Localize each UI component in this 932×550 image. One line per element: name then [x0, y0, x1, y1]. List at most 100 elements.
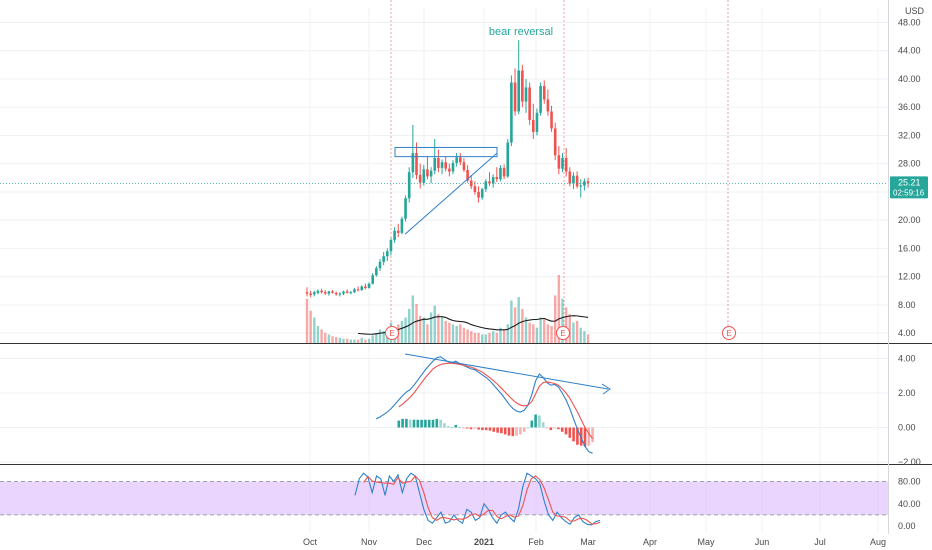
candle-body[interactable]: [418, 174, 422, 183]
macd-pane[interactable]: [375, 353, 611, 454]
candle-body[interactable]: [539, 86, 542, 113]
candle-body[interactable]: [426, 169, 429, 177]
candle-body[interactable]: [323, 292, 327, 294]
candle-body[interactable]: [364, 286, 367, 288]
candle-body[interactable]: [356, 289, 360, 291]
candle-body[interactable]: [393, 230, 396, 240]
macd-histogram-bar: [591, 427, 594, 443]
candle-body[interactable]: [422, 169, 426, 183]
candle-body[interactable]: [389, 239, 393, 252]
stoch-tick-label: 0.00: [898, 521, 916, 531]
earnings-event-icon[interactable]: [556, 326, 570, 340]
candle-body[interactable]: [433, 158, 437, 171]
candle-body[interactable]: [488, 181, 491, 184]
candle-body[interactable]: [309, 293, 312, 296]
candle-body[interactable]: [502, 167, 506, 177]
candle-body[interactable]: [524, 87, 528, 102]
candle-body[interactable]: [440, 162, 444, 168]
candle-body[interactable]: [564, 158, 568, 172]
candle-body[interactable]: [550, 111, 553, 129]
candle-body[interactable]: [338, 293, 342, 295]
stochastic-pane[interactable]: [0, 472, 888, 526]
candle-body[interactable]: [513, 82, 517, 112]
candle-body[interactable]: [444, 162, 447, 169]
candle-body[interactable]: [327, 291, 331, 294]
candle-body[interactable]: [375, 268, 378, 276]
time-axis[interactable]: Oct Nov Dec 2021 Feb Mar Apr May Jun Jul Aug: [303, 537, 886, 547]
candle-body[interactable]: [404, 198, 407, 219]
candle-body[interactable]: [320, 290, 323, 293]
candle-body[interactable]: [459, 157, 462, 163]
candle-body[interactable]: [437, 158, 440, 168]
candle-body[interactable]: [334, 292, 338, 295]
candle-body[interactable]: [568, 171, 572, 184]
candle-body[interactable]: [407, 172, 411, 199]
candle-body[interactable]: [499, 167, 502, 180]
candle-body[interactable]: [542, 86, 546, 100]
candle-body[interactable]: [360, 286, 364, 291]
candle-body[interactable]: [331, 291, 334, 293]
candle-body[interactable]: [411, 153, 415, 173]
candle-body[interactable]: [561, 158, 564, 169]
candle-body[interactable]: [557, 155, 561, 169]
candle-body[interactable]: [553, 128, 557, 156]
price-axis[interactable]: 4.008.0012.0016.0020.0024.0028.0032.0036…: [890, 6, 928, 531]
volume-bar: [491, 331, 495, 343]
macd-tick-label: 4.00: [898, 354, 916, 364]
candle-body[interactable]: [546, 99, 550, 112]
volume-bar: [356, 339, 360, 343]
macd-histogram-bar: [553, 427, 556, 429]
candle-body[interactable]: [484, 181, 488, 190]
volume-bar: [353, 339, 356, 343]
candle-body[interactable]: [386, 251, 389, 257]
candle-body[interactable]: [396, 230, 400, 233]
candle-body[interactable]: [345, 291, 349, 293]
candle-body[interactable]: [532, 119, 535, 132]
candle-body[interactable]: [491, 177, 495, 184]
candle-body[interactable]: [455, 157, 458, 163]
earnings-event-icon[interactable]: [385, 326, 399, 340]
candle-body[interactable]: [473, 186, 477, 192]
volume-bar: [367, 338, 371, 343]
candle-body[interactable]: [510, 82, 513, 143]
candle-body[interactable]: [400, 218, 404, 233]
candle-body[interactable]: [316, 290, 320, 293]
candle-body[interactable]: [572, 175, 575, 184]
price-pane[interactable]: bear reversal E E E: [0, 26, 888, 343]
candle-body[interactable]: [415, 153, 418, 175]
candle-body[interactable]: [448, 168, 451, 172]
volume-bar: [448, 322, 451, 343]
candle-body[interactable]: [349, 292, 353, 294]
candle-body[interactable]: [371, 275, 374, 284]
candle-body[interactable]: [535, 112, 539, 132]
candle-body[interactable]: [583, 181, 586, 186]
candle-body[interactable]: [480, 189, 484, 198]
candle-body[interactable]: [367, 283, 371, 288]
candle-body[interactable]: [462, 162, 466, 171]
candle-body[interactable]: [579, 185, 583, 187]
candle-body[interactable]: [575, 175, 579, 187]
candle-body[interactable]: [305, 292, 309, 294]
candle-body[interactable]: [382, 256, 385, 262]
candle-body[interactable]: [313, 292, 316, 295]
drawing-trendline[interactable]: [404, 152, 498, 235]
drawing-rectangle[interactable]: [394, 146, 498, 158]
earnings-event-icon[interactable]: [722, 326, 736, 340]
macd-histogram-bar: [560, 427, 564, 432]
candle-body[interactable]: [517, 70, 520, 112]
candle-body[interactable]: [451, 162, 455, 172]
candle-body[interactable]: [342, 291, 345, 294]
candle-body[interactable]: [466, 170, 469, 181]
candle-body[interactable]: [586, 181, 590, 184]
candle-body[interactable]: [495, 177, 499, 180]
candle-body[interactable]: [477, 191, 480, 198]
candle-body[interactable]: [521, 70, 524, 102]
candle-body[interactable]: [353, 289, 356, 293]
candle-body[interactable]: [429, 170, 433, 177]
candle-body[interactable]: [378, 261, 382, 269]
divergence-trendline[interactable]: [404, 353, 609, 390]
candle-body[interactable]: [528, 87, 531, 120]
candle-body[interactable]: [506, 142, 510, 177]
